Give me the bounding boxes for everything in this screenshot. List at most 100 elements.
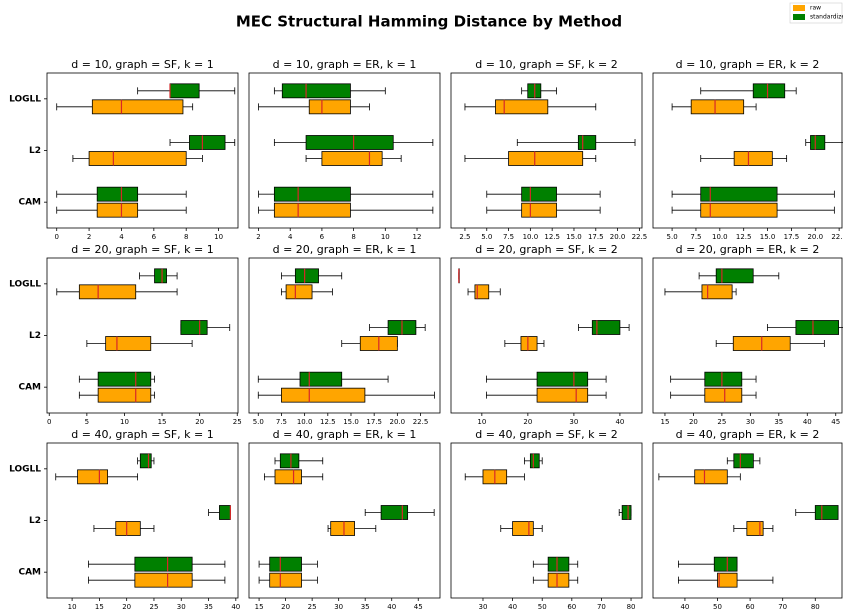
x-tick-label: 17.5: [588, 233, 604, 241]
box: [495, 99, 549, 115]
box: [591, 320, 621, 335]
box: [281, 83, 351, 99]
x-tick-label: 12.5: [736, 233, 752, 241]
box: [299, 371, 343, 387]
y-tick-label: L2: [29, 146, 41, 156]
x-tick-label: 4: [288, 233, 293, 241]
box: [521, 202, 557, 218]
box: [105, 336, 152, 351]
plot-frame: [450, 72, 643, 229]
legend-swatch: [793, 5, 805, 11]
x-tick-label: 10: [120, 418, 129, 426]
box: [814, 505, 839, 520]
box: [77, 469, 108, 485]
box: [577, 135, 597, 150]
subplot-title: d = 20, graph = SF, k = 1: [71, 243, 213, 256]
x-tick-label: 7.5: [690, 233, 701, 241]
x-tick-label: 35: [204, 603, 213, 610]
legend-label: raw: [810, 5, 821, 12]
box: [273, 186, 351, 202]
x-tick-label: 12: [413, 233, 422, 241]
box: [621, 505, 632, 520]
subplot-title: d = 40, graph = ER, k = 1: [273, 428, 417, 441]
box: [520, 336, 538, 351]
box: [547, 572, 570, 588]
subplot-title: d = 40, graph = SF, k = 2: [475, 428, 617, 441]
plot-frame: [652, 257, 843, 414]
subplot-title: d = 10, graph = SF, k = 1: [71, 58, 213, 71]
x-tick-label: 10.0: [297, 418, 313, 426]
x-tick-label: 30: [479, 603, 488, 610]
x-tick-label: 5.0: [481, 233, 492, 241]
box: [78, 284, 137, 300]
subplot-title: d = 40, graph = ER, k = 2: [676, 428, 820, 441]
x-tick-label: 15: [255, 603, 264, 610]
box: [180, 320, 208, 335]
plot-frame: [652, 442, 843, 599]
x-tick-label: 10: [68, 603, 77, 610]
x-tick-label: 2: [87, 233, 91, 241]
subplot-title: d = 20, graph = ER, k = 2: [676, 243, 820, 256]
x-tick-label: 30: [569, 418, 578, 426]
box: [704, 387, 743, 403]
legend-label: standardized: [810, 14, 843, 21]
x-tick-label: 80: [627, 603, 636, 610]
box: [91, 99, 184, 115]
box: [733, 453, 754, 469]
plot-frame: [450, 257, 643, 414]
x-tick-label: 10: [214, 233, 223, 241]
x-tick-label: 20.0: [390, 418, 406, 426]
x-tick-label: 10.0: [712, 233, 728, 241]
box: [281, 387, 366, 403]
box: [279, 453, 300, 469]
subplot-title: d = 20, graph = ER, k = 1: [273, 243, 417, 256]
x-tick-label: 15.0: [566, 233, 582, 241]
y-tick-label: L2: [29, 516, 41, 526]
box: [115, 521, 141, 536]
x-tick-label: 15: [158, 418, 167, 426]
x-tick-label: 0: [47, 418, 51, 426]
box: [219, 505, 231, 520]
box: [529, 453, 540, 469]
box: [269, 572, 302, 588]
box: [701, 284, 733, 300]
box: [273, 202, 351, 218]
box: [134, 572, 193, 588]
figure-title: MEC Structural Hamming Distance by Metho…: [236, 13, 622, 31]
subplot-title: d = 10, graph = ER, k = 1: [273, 58, 417, 71]
x-tick-label: 2.5: [459, 233, 470, 241]
x-tick-label: 30: [177, 603, 186, 610]
x-tick-label: 60: [746, 603, 755, 610]
subplot-title: d = 20, graph = SF, k = 2: [475, 243, 617, 256]
box: [746, 521, 764, 536]
plot-frame: [652, 72, 843, 229]
x-tick-label: 15: [95, 603, 104, 610]
x-tick-label: 70: [597, 603, 606, 610]
x-tick-label: 7.5: [276, 418, 287, 426]
x-tick-label: 15.0: [760, 233, 776, 241]
box: [321, 151, 383, 166]
x-tick-label: 60: [567, 603, 576, 610]
box: [96, 186, 139, 202]
x-tick-label: 35: [361, 603, 370, 610]
x-tick-label: 10.0: [523, 233, 539, 241]
x-tick-label: 30: [334, 603, 343, 610]
x-tick-label: 4: [119, 233, 124, 241]
box: [690, 99, 745, 115]
box: [285, 284, 313, 300]
x-tick-label: 20: [281, 603, 290, 610]
x-tick-label: 5.0: [253, 418, 264, 426]
box: [97, 371, 152, 387]
x-tick-label: 17.5: [366, 418, 382, 426]
x-tick-label: 25: [717, 418, 726, 426]
x-tick-label: 8: [184, 233, 188, 241]
x-tick-label: 5.0: [667, 233, 678, 241]
box: [715, 268, 754, 284]
x-tick-label: 22.5: [413, 418, 429, 426]
box: [700, 186, 778, 202]
y-tick-label: CAM: [18, 568, 41, 578]
box: [536, 387, 589, 403]
y-tick-label: CAM: [18, 198, 41, 208]
